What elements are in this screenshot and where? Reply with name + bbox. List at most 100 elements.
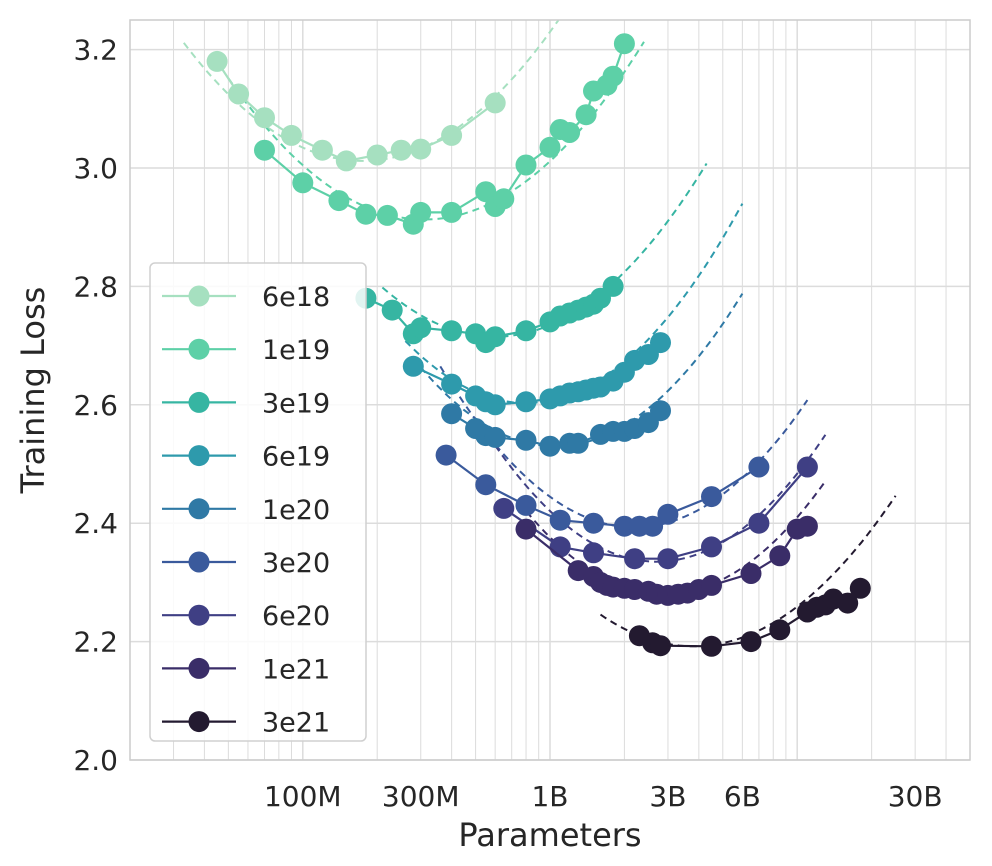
- data-point-6e18: [335, 150, 357, 172]
- data-point-6e18: [281, 124, 302, 146]
- data-point-3e20: [583, 512, 604, 534]
- y-axis-title: Training Loss: [14, 287, 52, 495]
- data-point-6e20: [657, 548, 679, 570]
- data-point-1e21: [796, 515, 818, 537]
- fit-curve-6e19: [404, 203, 744, 404]
- data-point-3e21: [740, 631, 762, 653]
- data-point-3e20: [748, 456, 770, 478]
- legend-label: 3e21: [262, 708, 330, 739]
- data-point-1e20: [484, 426, 506, 448]
- series-1e20: [441, 400, 671, 457]
- legend-marker: [188, 657, 210, 679]
- y-tick-labels: 2.0 2.2 2.4 2.6 2.8 3.0 3.2: [73, 34, 118, 777]
- data-point-6e20: [796, 456, 818, 478]
- legend-item-3e19: 3e19: [162, 388, 330, 419]
- data-point-1e20: [539, 435, 561, 457]
- series-6e19: [402, 332, 671, 416]
- series-1e19: [254, 33, 635, 235]
- y-tick-label: 2.6: [73, 389, 118, 422]
- legend-marker: [188, 711, 210, 733]
- data-point-6e20: [624, 548, 646, 570]
- data-point-3e20: [549, 509, 571, 531]
- data-point-1e19: [328, 190, 350, 212]
- x-tick-label: 300M: [382, 780, 460, 813]
- data-point-1e19: [410, 201, 432, 223]
- data-point-6e20: [549, 536, 571, 558]
- data-point-3e20: [475, 474, 497, 496]
- data-point-1e20: [650, 400, 671, 422]
- data-point-1e19: [376, 204, 398, 226]
- series-3e21: [628, 577, 871, 657]
- data-point-1e21: [701, 574, 722, 596]
- legend-label: 1e19: [262, 335, 330, 366]
- legend-marker: [188, 285, 210, 307]
- data-point-6e18: [366, 144, 388, 166]
- data-point-1e19: [355, 203, 377, 225]
- data-point-1e19: [575, 104, 597, 126]
- legend-label: 6e18: [262, 282, 330, 313]
- data-point-3e19: [602, 275, 624, 297]
- data-point-1e21: [740, 563, 762, 584]
- series-3e19: [355, 275, 624, 354]
- y-tick-label: 2.4: [73, 507, 118, 540]
- data-point-6e18: [441, 124, 463, 146]
- data-point-6e20: [583, 542, 604, 564]
- legend-marker: [188, 551, 210, 573]
- data-point-6e20: [701, 536, 722, 558]
- y-tick-label: 3.2: [73, 34, 118, 67]
- fit-curve-3e19: [381, 162, 708, 338]
- data-point-1e19: [493, 188, 515, 210]
- data-point-3e20: [657, 503, 679, 525]
- data-point-3e19: [381, 299, 403, 321]
- data-point-3e19: [410, 317, 432, 339]
- data-point-1e21: [769, 545, 791, 567]
- grid: [129, 20, 971, 761]
- data-point-3e21: [701, 635, 722, 657]
- x-tick-label: 100M: [264, 780, 342, 813]
- legend-marker: [188, 391, 210, 413]
- data-point-1e19: [254, 139, 275, 161]
- legend-marker: [188, 604, 210, 626]
- legend-label: 1e20: [262, 495, 330, 526]
- legend-marker: [188, 338, 210, 360]
- data-point-1e19: [292, 172, 314, 194]
- series-6e18: [206, 50, 506, 172]
- data-point-6e19: [484, 394, 506, 416]
- data-point-1e19: [559, 122, 581, 143]
- data-point-3e20: [642, 515, 664, 537]
- legend-item-3e21: 3e21: [162, 708, 330, 739]
- data-point-6e18: [311, 139, 333, 161]
- data-point-1e19: [515, 154, 537, 176]
- legend-item-3e20: 3e20: [162, 548, 330, 579]
- data-point-3e21: [769, 619, 791, 641]
- data-point-6e19: [515, 391, 537, 413]
- legend-marker: [188, 445, 210, 467]
- series-3e20: [435, 444, 770, 537]
- data-point-3e20: [613, 515, 635, 537]
- legend-label: 6e19: [262, 442, 330, 473]
- y-tick-label: 3.0: [73, 152, 118, 185]
- legend-item-6e20: 6e20: [162, 601, 330, 632]
- series-6e20: [493, 456, 818, 570]
- data-point-6e18: [254, 107, 275, 129]
- legend-item-1e20: 1e20: [162, 495, 330, 526]
- y-tick-label: 2.0: [73, 744, 118, 777]
- data-point-1e19: [539, 136, 561, 158]
- x-tick-label: 1B: [531, 780, 568, 813]
- data-point-3e19: [484, 326, 506, 348]
- data-point-1e21: [515, 518, 537, 540]
- data-point-6e18: [206, 50, 228, 72]
- data-point-1e20: [441, 403, 463, 425]
- data-point-3e20: [701, 486, 722, 508]
- data-point-6e18: [484, 92, 506, 114]
- data-point-1e19: [441, 201, 463, 223]
- data-series: [206, 33, 871, 657]
- data-point-6e20: [748, 512, 770, 534]
- data-point-3e21: [849, 577, 871, 599]
- legend-item-1e21: 1e21: [162, 654, 330, 685]
- data-point-6e18: [410, 138, 432, 160]
- data-point-6e18: [390, 139, 412, 161]
- x-tick-labels: 100M 300M 1B 3B 6B 30B: [264, 780, 943, 813]
- data-point-3e20: [515, 494, 537, 516]
